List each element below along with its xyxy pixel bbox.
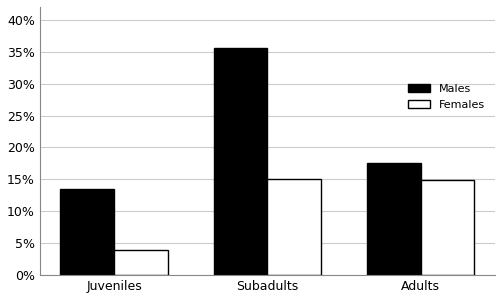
Legend: Males, Females: Males, Females: [403, 80, 488, 114]
Bar: [60, 189, 114, 275]
Bar: [366, 164, 420, 275]
Bar: [114, 250, 167, 275]
Bar: [267, 179, 321, 275]
Bar: [420, 180, 473, 275]
Bar: [213, 49, 267, 275]
